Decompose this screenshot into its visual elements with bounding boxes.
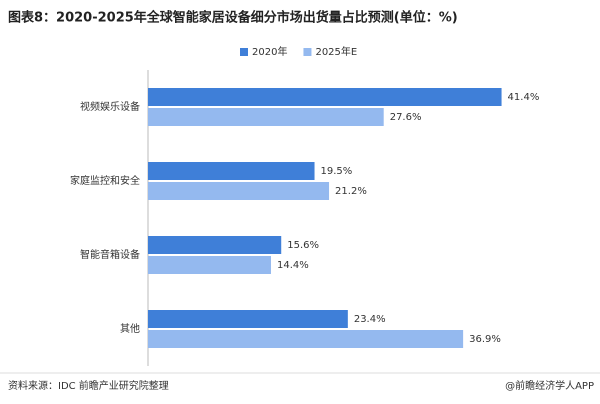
y-tick-label: 智能音箱设备 [80,248,140,261]
bar [148,256,271,274]
bar [148,310,348,328]
legend-label: 2025年E [315,45,357,58]
bar [148,162,315,180]
value-label: 36.9% [469,334,501,345]
bar [148,182,330,200]
value-label: 41.4% [508,92,540,103]
y-tick-label: 其他 [120,322,140,335]
chart-title: 图表8：2020-2025年全球智能家居设备细分市场出货量占比预测(单位：%) [8,10,458,26]
bar [148,330,464,348]
value-label: 23.4% [354,314,386,325]
value-label: 21.2% [335,186,367,197]
value-label: 19.5% [321,166,353,177]
value-label: 14.4% [277,260,309,271]
bar [148,88,502,106]
bar [148,236,282,254]
value-label: 27.6% [390,112,422,123]
y-tick-label: 视频娱乐设备 [80,100,140,113]
legend-label: 2020年 [252,45,287,58]
y-tick-label: 家庭监控和安全 [70,174,140,187]
bar [148,108,384,126]
value-label: 15.6% [287,240,319,251]
legend-swatch [240,48,248,56]
source: 资料来源：IDC 前瞻产业研究院整理 [8,379,169,392]
footer: @前瞻经济学人APP [505,379,594,392]
legend-swatch [303,48,312,56]
